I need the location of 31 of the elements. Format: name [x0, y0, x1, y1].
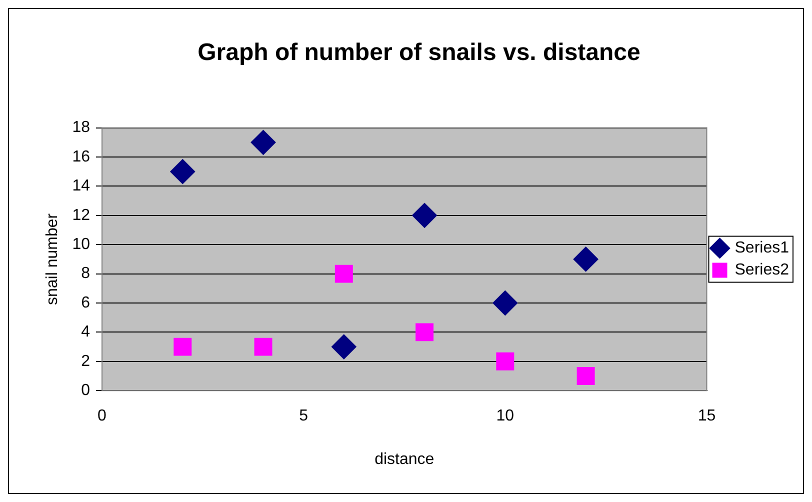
y-tick-label: 18: [72, 119, 90, 136]
y-tick-label: 8: [81, 265, 90, 282]
x-tick-label: 0: [98, 408, 107, 425]
y-tick-label: 2: [81, 352, 90, 370]
point: [412, 202, 438, 228]
y-tick-label: 4: [81, 324, 90, 341]
x-tick-label: 10: [496, 408, 514, 425]
point: [576, 367, 595, 385]
point: [496, 352, 514, 370]
x-axis-title: distance: [374, 450, 434, 468]
point: [254, 338, 272, 356]
y-tick-label: 6: [81, 294, 90, 312]
y-tick-label: 12: [72, 206, 90, 224]
x-tick-label: 15: [698, 408, 716, 425]
legend-label: Series1: [734, 240, 790, 257]
point: [573, 246, 598, 272]
point: [174, 338, 192, 356]
y-axis-title: snail number: [44, 212, 62, 306]
x-tick-label: 5: [299, 408, 308, 425]
y-tick-label: 0: [81, 382, 90, 400]
chart-title: Graph of number of snails vs. distance: [198, 39, 640, 66]
point: [250, 130, 276, 155]
point: [416, 323, 434, 342]
y-tick-label: 14: [72, 178, 90, 195]
y-tick-label: 16: [72, 148, 90, 166]
point: [334, 264, 353, 283]
legend-label: Series2: [734, 262, 790, 279]
point: [331, 334, 356, 360]
point: [170, 159, 196, 184]
y-tick-label: 10: [72, 236, 90, 254]
point: [492, 290, 518, 316]
